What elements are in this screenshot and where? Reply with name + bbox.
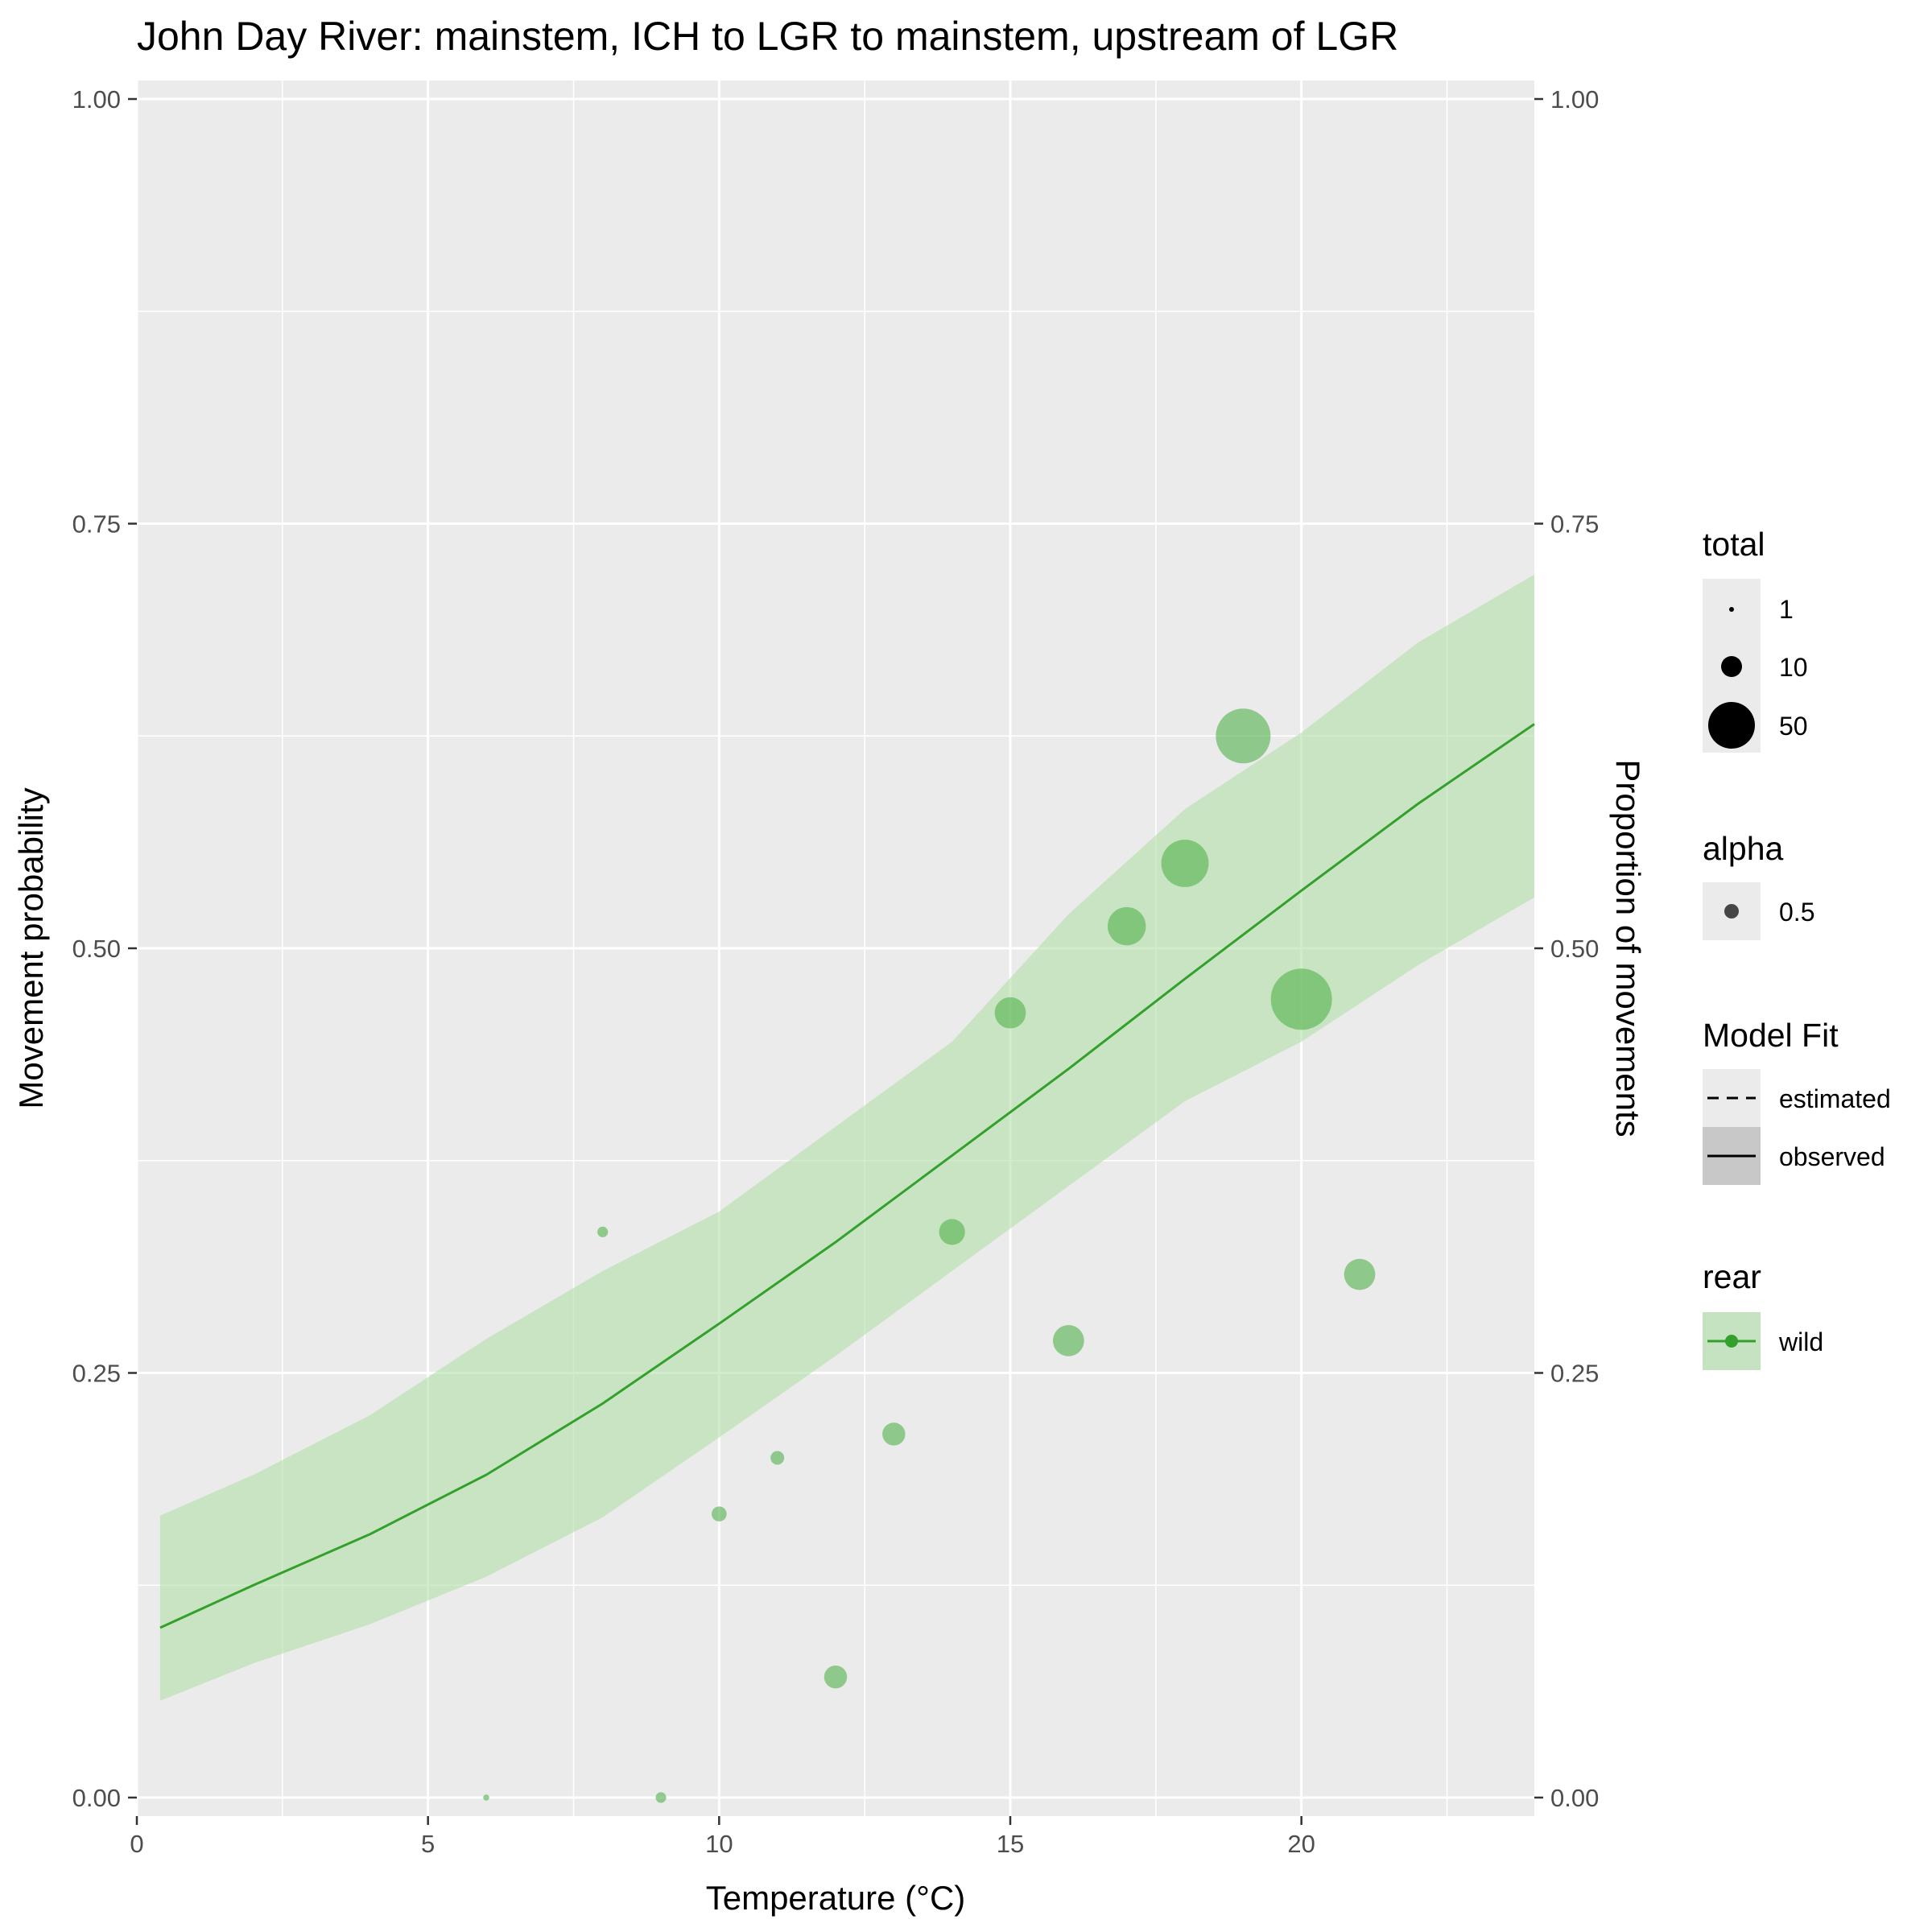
x-tick-label: 20	[1287, 1830, 1315, 1858]
legend-label-alpha: 0.5	[1779, 898, 1814, 927]
y-tick-label: 0.25	[72, 1360, 121, 1388]
data-point	[483, 1794, 489, 1801]
y-tick-label-right: 0.75	[1550, 510, 1599, 539]
y-tick-label-right: 0.00	[1550, 1784, 1599, 1812]
x-tick-label: 5	[421, 1830, 435, 1858]
y-axis-title-right: Proportion of movements	[1609, 759, 1647, 1137]
legend-label-total-50: 50	[1779, 712, 1808, 741]
axes: 0 5 10 15 20 0.00 0.00 0.25 0.25 0.50 0.50 0.75 0.75…	[72, 85, 1600, 1858]
y-tick-label: 1.00	[72, 85, 121, 114]
y-tick-label: 0.50	[72, 935, 121, 963]
data-point	[824, 1665, 848, 1689]
data-point	[882, 1422, 906, 1446]
legend-title-model-fit: Model Fit	[1703, 1017, 1839, 1054]
legend-key-total-10	[1721, 656, 1742, 677]
legend-title-total: total	[1703, 526, 1765, 563]
legend-label-estimated: estimated	[1779, 1084, 1891, 1113]
legend-label-rear: wild	[1778, 1327, 1823, 1356]
data-point	[1270, 968, 1332, 1030]
legend-label-observed: observed	[1779, 1142, 1885, 1171]
data-point	[1344, 1258, 1376, 1290]
legend-key-total-1	[1729, 607, 1734, 612]
data-point	[655, 1792, 667, 1803]
data-point	[1052, 1325, 1084, 1356]
data-point	[939, 1219, 965, 1245]
y-tick-label: 0.75	[72, 510, 121, 539]
y-tick-label-right: 0.50	[1550, 935, 1599, 963]
y-axis-title: Movement probability	[12, 787, 50, 1108]
data-point	[1161, 840, 1209, 887]
x-tick-label: 0	[130, 1830, 143, 1858]
data-point	[994, 997, 1026, 1029]
x-axis-title: Temperature (°C)	[706, 1879, 966, 1917]
legend-label-total-1: 1	[1779, 595, 1794, 624]
data-point	[1107, 906, 1146, 946]
fit-line	[159, 723, 1535, 1629]
legend-title-rear: rear	[1703, 1258, 1761, 1295]
legend-title-alpha: alpha	[1703, 830, 1784, 867]
data-point	[712, 1506, 727, 1521]
chart-title: John Day River: mainstem, ICH to LGR to …	[137, 14, 1398, 59]
y-tick-label: 0.00	[72, 1784, 121, 1812]
legend-key-alpha	[1724, 904, 1739, 919]
data-point	[597, 1226, 609, 1237]
data-point	[770, 1451, 785, 1465]
legend-label-total-10: 10	[1779, 653, 1808, 682]
legend: total 1 10 50 alpha 0.5 Model Fit estima…	[1703, 526, 1891, 1370]
legend-key-total-50	[1708, 702, 1755, 749]
x-tick-label: 15	[997, 1830, 1024, 1858]
y-tick-label-right: 0.25	[1550, 1360, 1599, 1388]
data-points	[483, 708, 1376, 1803]
y-tick-label-right: 1.00	[1550, 85, 1599, 114]
legend-key-rear-point	[1725, 1335, 1738, 1348]
x-tick-label: 10	[705, 1830, 733, 1858]
data-point	[1216, 708, 1271, 764]
